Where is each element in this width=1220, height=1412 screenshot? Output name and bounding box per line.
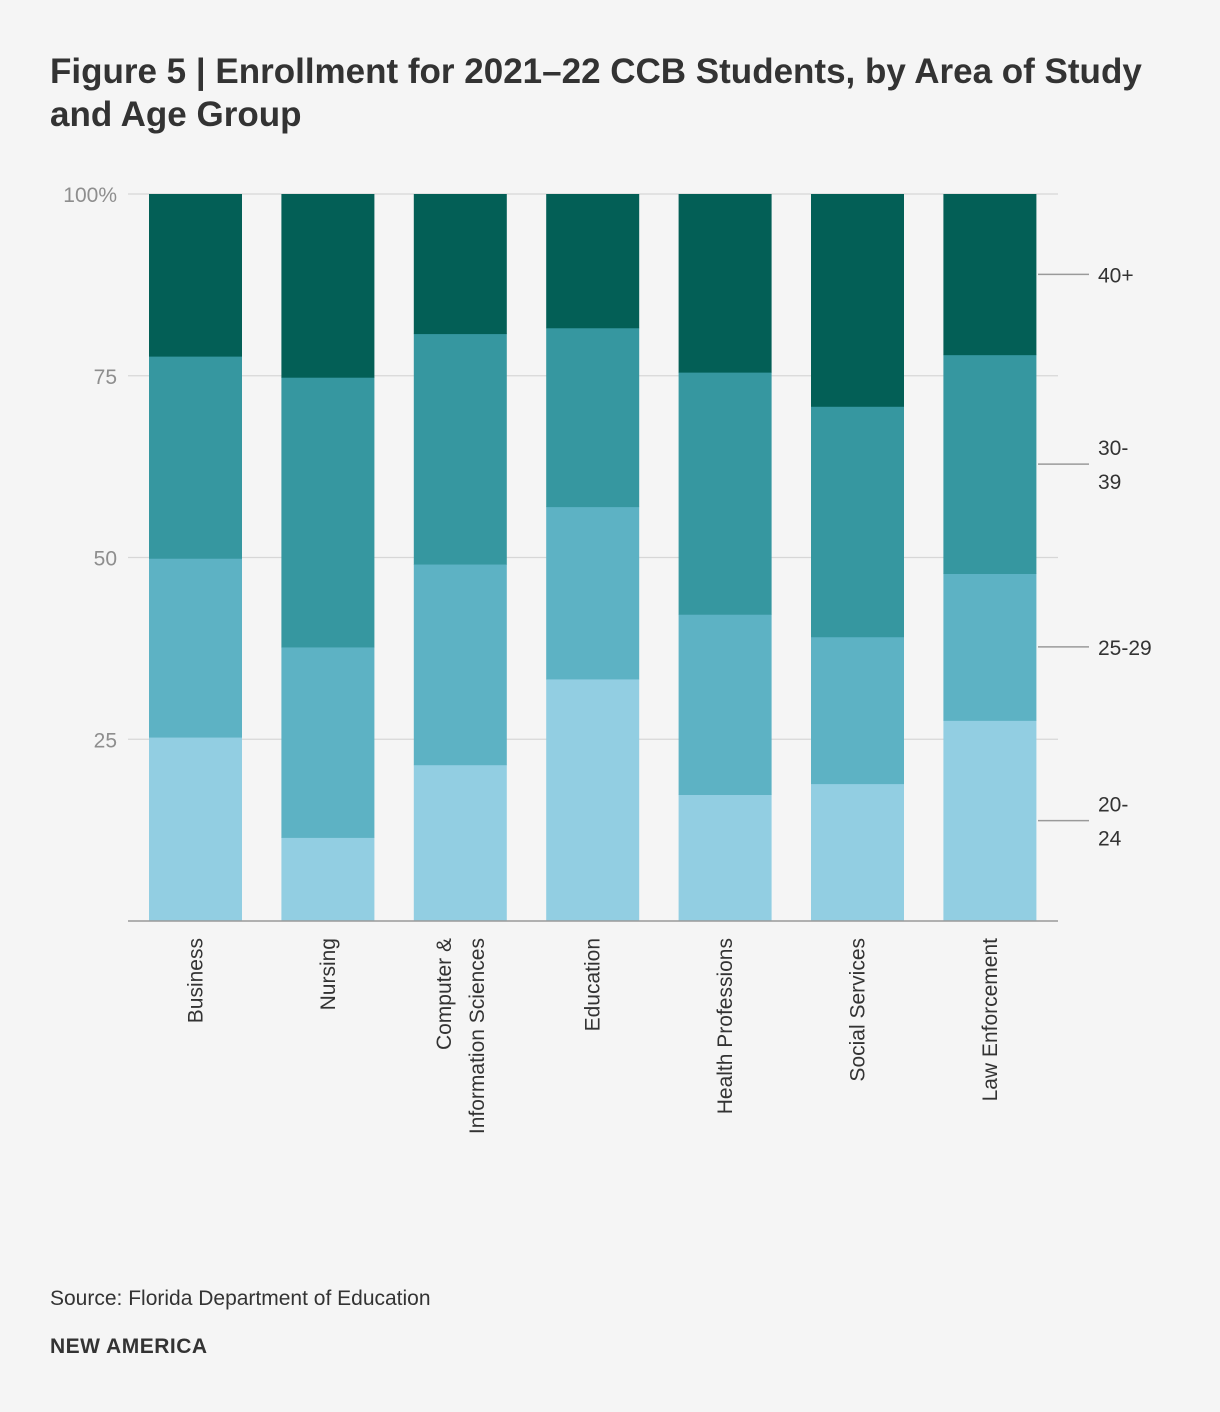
- category-label: Health Professions: [714, 938, 737, 1114]
- bar-segment-20-24-1: [281, 837, 375, 922]
- category-label-line: Health Professions: [714, 938, 737, 1114]
- y-tick-label: 75: [94, 366, 117, 389]
- category-label: Business: [185, 938, 208, 1023]
- bar-segment-25-29-5: [811, 636, 904, 785]
- bar-segment-20-24-2: [413, 764, 507, 922]
- category-label-line: Information Sciences: [466, 938, 489, 1134]
- category-label: Law Enforcement: [979, 938, 1002, 1102]
- category-label-line: Computer &: [433, 938, 456, 1050]
- bar-segment-25-29-3: [546, 506, 640, 680]
- category-label-line: Social Services: [847, 938, 870, 1082]
- category-label-line: Business: [185, 938, 208, 1023]
- legend-label-line: 39: [1098, 471, 1121, 494]
- y-tick-label: 50: [94, 548, 117, 571]
- bar-segment-30-39-5: [811, 406, 904, 638]
- bar-segment-20-24-6: [943, 720, 1037, 922]
- category-label-line: Law Enforcement: [979, 938, 1002, 1102]
- bar-segment-30-39-3: [546, 327, 640, 508]
- bar-segment-25-29-0: [149, 558, 242, 738]
- bar-segment-30-39-4: [678, 372, 772, 615]
- bar-segment-30-39-2: [413, 333, 507, 565]
- bar-segment-40+-1: [281, 194, 375, 378]
- bar-segment-40+-3: [546, 194, 640, 329]
- legend-label-40+: 40+: [1098, 264, 1134, 287]
- chart-title: Figure 5 | Enrollment for 2021–22 CCB St…: [50, 52, 1142, 134]
- legend-label-line: 24: [1098, 828, 1122, 851]
- bar-segment-40+-5: [811, 194, 904, 407]
- category-label: Computer & Information Sciences: [433, 938, 489, 1134]
- legend-label-30-39: 30-39: [1098, 437, 1128, 494]
- legend-label-line: 40+: [1098, 264, 1134, 287]
- bar-segment-40+-4: [678, 194, 772, 373]
- bar-segment-30-39-1: [281, 377, 375, 648]
- bar-segment-40+-2: [413, 194, 507, 335]
- category-label-line: Nursing: [317, 938, 340, 1010]
- bar-segment-25-29-6: [943, 573, 1037, 721]
- y-tick-label: 25: [94, 729, 117, 752]
- bars: [149, 194, 1037, 922]
- legend-label-20-24: 20-24: [1098, 794, 1128, 851]
- brand-logo-text: NEW AMERICA: [50, 1335, 208, 1358]
- category-label: Social Services: [847, 938, 870, 1082]
- category-label: Education: [582, 938, 605, 1031]
- bar-segment-20-24-3: [546, 678, 640, 922]
- bar-segment-40+-6: [943, 194, 1037, 356]
- bar-segment-30-39-0: [149, 356, 242, 559]
- legend-label-line: 30-: [1098, 437, 1128, 460]
- bar-segment-25-29-2: [413, 564, 507, 766]
- y-tick-label: 100%: [63, 184, 117, 207]
- category-label: Nursing: [317, 938, 340, 1010]
- legend-label-25-29: 25-29: [1098, 637, 1152, 660]
- axes: 100% 75 50 25 Business Nursing Computer & Infor…: [63, 184, 1058, 1134]
- legend-label-line: 25-29: [1098, 637, 1152, 660]
- bar-segment-20-24-0: [149, 737, 242, 922]
- bar-segment-25-29-1: [281, 646, 375, 838]
- bar-segment-20-24-5: [811, 783, 904, 922]
- bar-segment-20-24-4: [678, 794, 772, 922]
- bar-segment-40+-0: [149, 194, 242, 357]
- category-label-line: Education: [582, 938, 605, 1031]
- bar-segment-25-29-4: [678, 614, 772, 796]
- source-note: Source: Florida Department of Education: [50, 1287, 431, 1310]
- bar-segment-30-39-6: [943, 354, 1037, 574]
- legend-label-line: 20-: [1098, 794, 1128, 817]
